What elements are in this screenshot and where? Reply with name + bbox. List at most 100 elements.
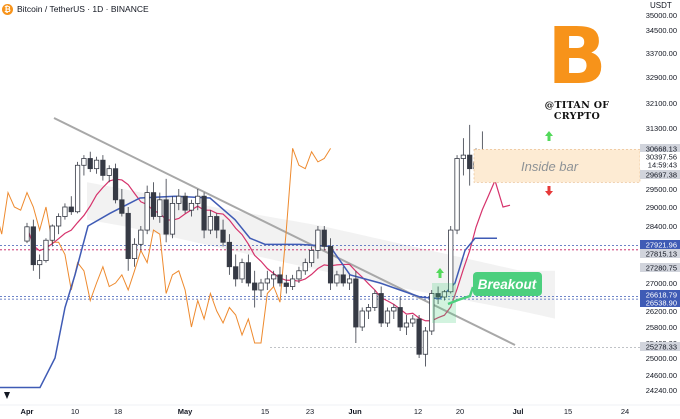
candle: [125, 207, 131, 271]
candle: [163, 178, 169, 243]
candle: [93, 156, 100, 174]
conversion-line: [26, 178, 511, 322]
breakout-label: Breakout: [478, 277, 537, 292]
candle: [467, 124, 473, 186]
candle-body: [144, 192, 150, 231]
candle-body: [416, 318, 422, 355]
candle: [365, 304, 372, 319]
price-badge: 14:59:43: [640, 160, 680, 170]
candle: [30, 219, 36, 271]
candle: [169, 196, 176, 239]
candle-body: [277, 274, 283, 284]
price-badge-text: 27280.75: [646, 264, 677, 273]
candle-body: [441, 291, 448, 298]
candle: [144, 185, 150, 235]
chart-header: ₿ Bitcoin / TetherUS · 1D · BINANCE: [0, 0, 149, 18]
candle: [106, 165, 112, 183]
candle: [308, 246, 315, 267]
candle-body: [43, 239, 49, 262]
candle-body: [100, 159, 106, 176]
candle: [277, 266, 283, 287]
candle-body: [467, 154, 473, 170]
candle-body: [176, 195, 182, 204]
price-badge: 30668.13: [640, 144, 680, 154]
price-badge-bg: [640, 170, 680, 179]
candle-body: [150, 192, 157, 217]
candle: [138, 226, 144, 251]
price-tick: 32100.00: [646, 99, 677, 108]
candle: [296, 266, 302, 283]
candle: [214, 213, 220, 239]
candle: [359, 307, 365, 331]
time-tick: 10: [71, 407, 79, 416]
candle-body: [188, 202, 195, 211]
candle: [226, 234, 232, 275]
candle-body: [271, 274, 277, 280]
candle: [74, 161, 81, 214]
candle-body: [214, 216, 220, 231]
price-badge-text: 29697.38: [646, 171, 677, 180]
price-badge: 27921.96: [640, 240, 680, 250]
price-tick: 25000.00: [646, 354, 677, 363]
trendline[interactable]: [53, 117, 516, 346]
candle-body: [353, 278, 359, 328]
price-badge-text: 26618.79: [646, 291, 677, 300]
candle-body: [252, 282, 258, 291]
marker-icon: [4, 392, 10, 399]
currency-label[interactable]: USDT: [650, 1, 672, 10]
candle-body: [125, 212, 131, 259]
candle-body: [74, 164, 81, 213]
price-tick: 32900.00: [646, 73, 677, 82]
candle: [429, 290, 435, 335]
price-badge-bg: [640, 240, 680, 249]
time-tick: 15: [261, 407, 269, 416]
candle: [334, 270, 340, 287]
candle-body: [391, 307, 397, 312]
annotations: Inside bar Breakout: [4, 131, 641, 399]
candle: [258, 278, 264, 297]
candle: [81, 155, 87, 176]
candle: [245, 254, 251, 287]
candle-body: [56, 216, 62, 227]
price-badge: 26538.90: [640, 298, 680, 308]
candle-body: [397, 307, 403, 328]
candle: [283, 274, 289, 294]
time-tick: 18: [114, 407, 122, 416]
candle: [454, 155, 460, 235]
candle: [201, 192, 207, 239]
candle: [207, 210, 214, 235]
candle: [49, 224, 55, 247]
candle-body: [340, 274, 346, 284]
candle-body: [239, 262, 245, 280]
time-axis[interactable]: Apr 10 18 May 15 23 Jun 12 20 Jul 15 24: [0, 404, 680, 416]
price-tick: 28400.00: [646, 222, 677, 231]
symbol-title[interactable]: Bitcoin / TetherUS · 1D · BINANCE: [17, 4, 149, 14]
candle: [43, 238, 49, 263]
candle: [239, 258, 245, 283]
candle-body: [169, 202, 176, 235]
candle-body: [365, 307, 372, 312]
candle-body: [62, 206, 68, 217]
candle-body: [49, 225, 55, 241]
candle: [264, 270, 270, 290]
time-tick: May: [178, 407, 193, 416]
time-tick: 15: [564, 407, 572, 416]
candle: [37, 254, 43, 279]
candle-body: [321, 229, 327, 247]
candle: [448, 226, 454, 294]
candle: [252, 270, 258, 308]
candle: [131, 238, 138, 267]
candle: [302, 258, 308, 275]
time-tick: Apr: [21, 407, 34, 416]
candle-body: [403, 322, 410, 328]
candle-body: [359, 310, 365, 328]
price-axis[interactable]: 35000.00 34500.00 33700.00 32900.00 32100.00…: [646, 11, 677, 395]
candle: [62, 203, 68, 220]
candle-body: [448, 229, 454, 293]
inside-bar-label: Inside bar: [521, 159, 579, 174]
candle-body: [182, 195, 188, 211]
price-tick: 24600.00: [646, 371, 677, 380]
candle-body: [157, 199, 163, 217]
